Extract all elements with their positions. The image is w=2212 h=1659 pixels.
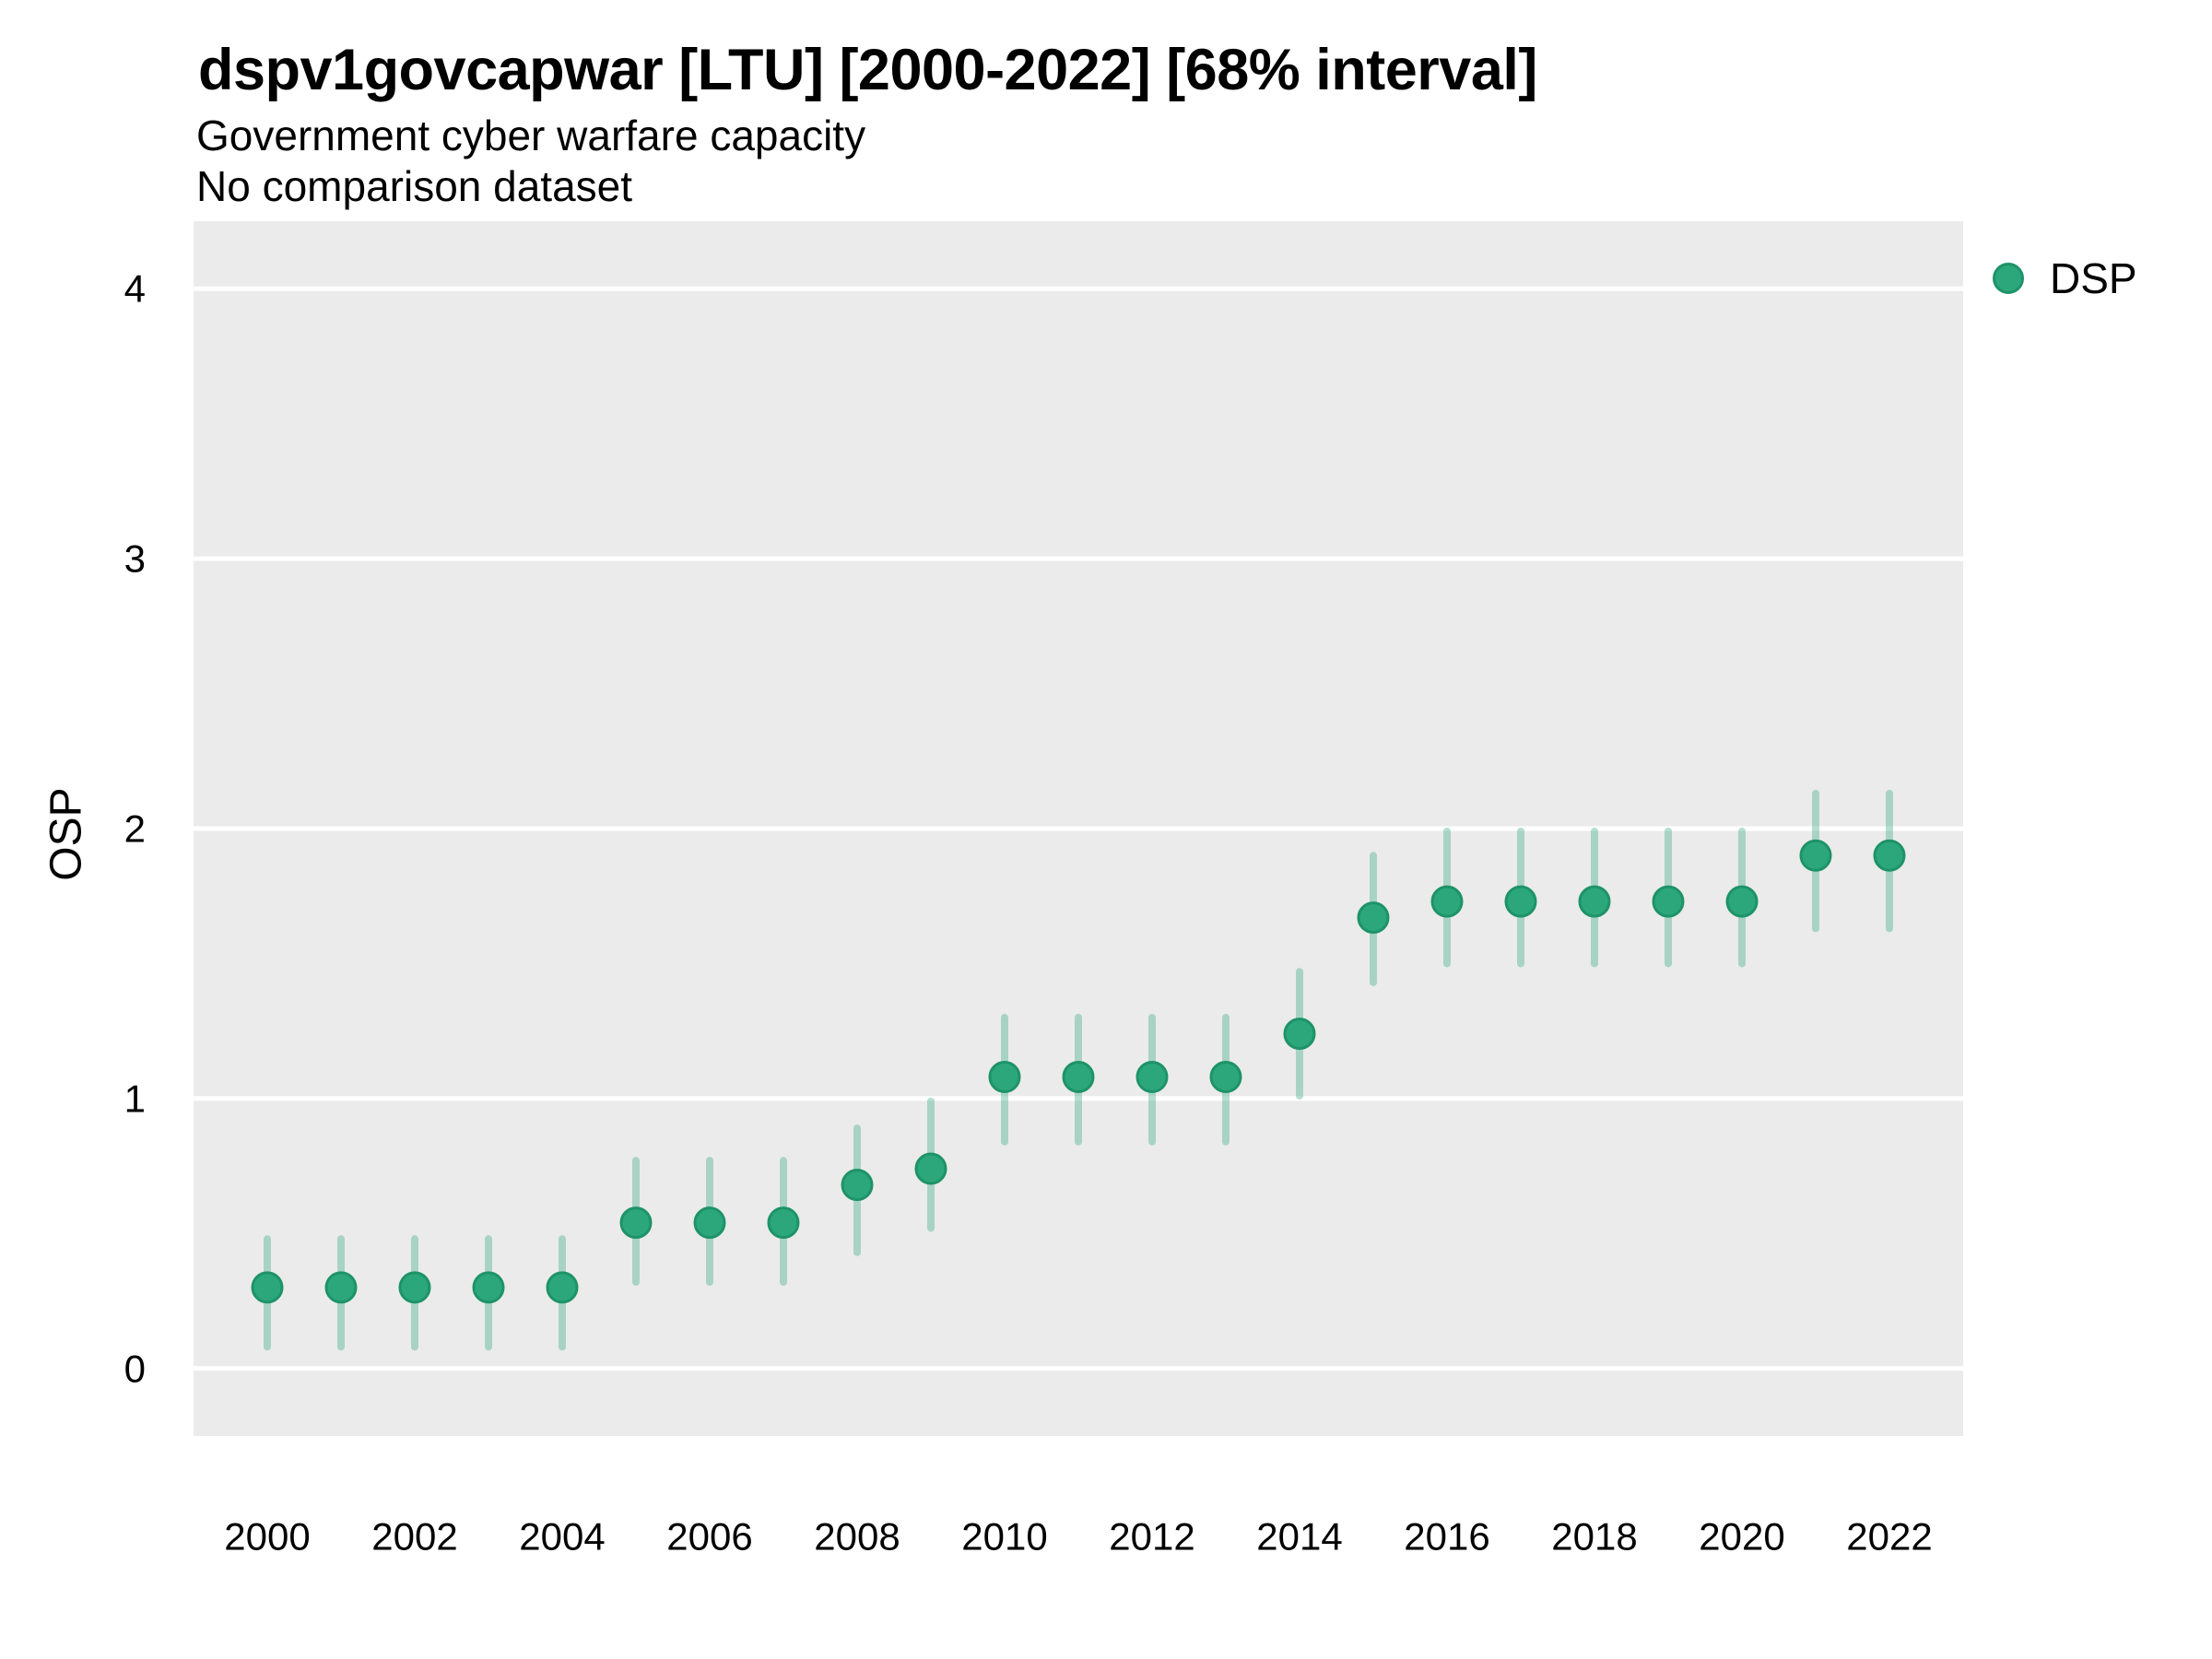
y-tick-label: 0 xyxy=(124,1347,146,1390)
x-tick-label: 2004 xyxy=(519,1515,605,1559)
x-tick-label: 2006 xyxy=(666,1515,752,1559)
x-tick-label: 2020 xyxy=(1699,1515,1784,1559)
x-tick-label: 2018 xyxy=(1551,1515,1637,1559)
chart-title: dspv1govcapwar [LTU] [2000-2022] [68% in… xyxy=(198,38,1537,102)
data-point-2009 xyxy=(914,1152,947,1185)
data-point-2001 xyxy=(324,1271,358,1304)
data-point-2003 xyxy=(472,1271,505,1304)
y-tick-label: 2 xyxy=(124,807,146,851)
legend-point-icon xyxy=(1993,263,2024,294)
data-point-2022 xyxy=(1873,839,1906,872)
y-tick-label: 3 xyxy=(124,537,146,581)
legend-label: DSP xyxy=(2050,254,2137,302)
x-tick-label: 2012 xyxy=(1109,1515,1194,1559)
comparison-note: No comparison dataset xyxy=(196,162,633,210)
data-point-2005 xyxy=(619,1206,653,1240)
data-point-2017 xyxy=(1504,885,1537,918)
x-tick-label: 2008 xyxy=(814,1515,900,1559)
data-point-2004 xyxy=(546,1271,579,1304)
y-tick-label: 4 xyxy=(124,267,146,311)
x-tick-label: 2002 xyxy=(371,1515,457,1559)
legend: DSP xyxy=(1993,257,2137,300)
x-tick-label: 2022 xyxy=(1846,1515,1932,1559)
data-point-2016 xyxy=(1430,885,1464,918)
y-axis-title: OSP xyxy=(41,787,91,881)
data-point-2007 xyxy=(767,1206,800,1240)
data-point-2000 xyxy=(251,1271,284,1304)
x-tick-label: 2010 xyxy=(961,1515,1047,1559)
data-point-2002 xyxy=(398,1271,431,1304)
data-point-2015 xyxy=(1357,901,1390,935)
x-tick-label: 2000 xyxy=(224,1515,310,1559)
data-point-2018 xyxy=(1578,885,1611,918)
chart-subtitle: Government cyber warfare capacity xyxy=(196,112,866,159)
data-point-2010 xyxy=(988,1060,1021,1093)
data-point-2021 xyxy=(1799,839,1832,872)
data-point-2019 xyxy=(1652,885,1685,918)
data-point-2011 xyxy=(1062,1060,1095,1093)
y-tick-label: 1 xyxy=(124,1077,146,1120)
data-point-2014 xyxy=(1283,1018,1316,1051)
data-point-2008 xyxy=(841,1169,874,1202)
data-point-2020 xyxy=(1725,885,1759,918)
data-point-2013 xyxy=(1209,1060,1242,1093)
x-tick-label: 2014 xyxy=(1256,1515,1342,1559)
x-tick-label: 2016 xyxy=(1404,1515,1489,1559)
data-point-2012 xyxy=(1135,1060,1169,1093)
data-point-2006 xyxy=(693,1206,726,1240)
